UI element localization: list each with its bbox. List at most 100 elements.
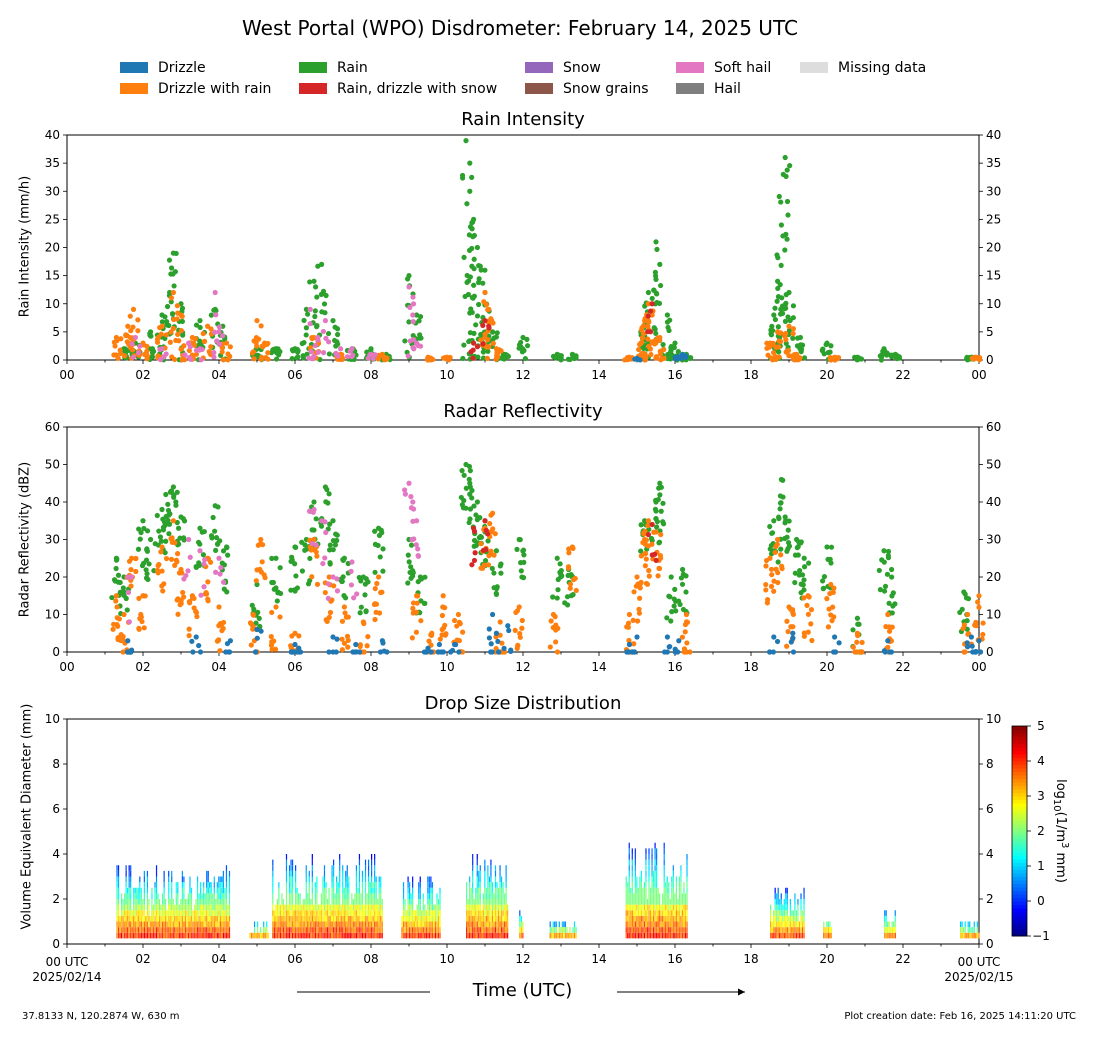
dsd-heatmap-cell <box>637 910 639 916</box>
dsd-heatmap-cell <box>476 870 478 877</box>
dsd-heatmap-cell <box>228 899 231 905</box>
reflectivity-data-point <box>645 518 652 524</box>
dsd-heatmap-cell <box>485 893 487 899</box>
dsd-heatmap-cell <box>203 882 205 888</box>
dsd-heatmap-cell <box>651 876 653 883</box>
dsd-heatmap-cell <box>339 882 341 888</box>
dsd-heatmap-cell <box>424 904 426 911</box>
dsd-heatmap-cell <box>171 870 173 877</box>
dsd-heatmap-cell <box>431 887 434 894</box>
dsd-heatmap-cell <box>345 899 347 905</box>
legend-swatch <box>299 62 327 73</box>
dsd-heatmap-cell <box>428 915 430 922</box>
dsd-heatmap-cell <box>657 904 659 911</box>
reflectivity-data-point <box>197 649 204 655</box>
dsd-heatmap-cell <box>780 915 782 922</box>
dsd-heatmap-cell <box>175 932 177 939</box>
dsd-heatmap-cell <box>189 932 191 939</box>
dsd-heatmap-cell <box>348 887 350 894</box>
reflectivity-data-point <box>780 477 786 483</box>
dsd-heatmap-cell <box>427 899 429 905</box>
dsd-heatmap-cell <box>773 915 775 922</box>
dsd-heatmap-cell <box>404 910 406 916</box>
rain-data-point <box>828 356 834 362</box>
reflectivity-data-point <box>559 573 565 579</box>
reflectivity-x-tick-label: 22 <box>895 660 910 674</box>
dsd-heatmap-cell <box>419 893 421 899</box>
dsd-heatmap-cell <box>339 854 341 860</box>
rain-data-point <box>311 353 317 360</box>
reflectivity-data-point <box>630 649 636 655</box>
dsd-heatmap-cell <box>631 876 633 883</box>
dsd-heatmap-cell <box>663 854 665 860</box>
dsd-heatmap-cell <box>631 910 633 916</box>
dsd-heatmap-cell <box>222 915 225 922</box>
reflectivity-data-point <box>680 571 686 577</box>
dsd-heatmap-cell <box>340 921 342 928</box>
dsd-heatmap-cell <box>349 915 351 922</box>
dsd-heatmap-cell <box>189 927 191 933</box>
dsd-heatmap-cell <box>183 915 185 922</box>
dsd-heatmap-cell <box>348 899 350 905</box>
dsd-heatmap-cell <box>136 915 138 922</box>
dsd-heatmap-cell <box>172 927 174 933</box>
rain-data-point <box>313 284 319 290</box>
reflectivity-data-point <box>248 642 254 648</box>
dsd-heatmap-cell <box>136 904 138 911</box>
dsd-heatmap-cell <box>628 904 630 911</box>
dsd-heatmap-cell <box>490 865 492 871</box>
dsd-heatmap-cell <box>683 899 685 905</box>
dsd-heatmap-cell <box>299 921 301 928</box>
dsd-heatmap-cell <box>212 899 214 905</box>
dsd-heatmap-cell <box>342 921 344 928</box>
dsd-heatmap-cell <box>378 927 380 933</box>
dsd-heatmap-cell <box>372 927 374 933</box>
dsd-heatmap-cell <box>331 904 333 911</box>
dsd-heatmap-cell <box>628 854 630 860</box>
dsd-heatmap-cell <box>343 899 345 905</box>
reflectivity-data-point <box>193 563 199 570</box>
dsd-heatmap-cell <box>305 887 307 894</box>
dsd-heatmap-cell <box>134 899 136 905</box>
reflectivity-data-point <box>977 649 984 655</box>
dsd-heatmap-cell <box>367 910 370 916</box>
reflectivity-data-point <box>801 555 807 561</box>
dsd-heatmap-cell <box>407 893 409 899</box>
dsd-heatmap-cell <box>572 932 574 939</box>
dsd-heatmap-cell <box>272 876 274 883</box>
dsd-heatmap-cell <box>651 899 653 905</box>
dsd-heatmap-cell <box>228 870 231 877</box>
rain-data-point <box>652 341 658 347</box>
reflectivity-data-point <box>667 643 673 650</box>
rain-data-point <box>770 349 777 356</box>
rain-x-tick-label: 00 <box>59 368 74 382</box>
dsd-heatmap-cell <box>476 910 478 916</box>
dsd-heatmap-cell <box>305 865 307 871</box>
dsd-heatmap-cell <box>189 915 191 922</box>
dsd-heatmap-cell <box>485 899 487 905</box>
dsd-heatmap-cell <box>675 876 677 883</box>
reflectivity-data-point <box>313 516 319 522</box>
reflectivity-data-point <box>194 613 200 620</box>
dsd-heatmap-cell <box>221 876 223 883</box>
reflectivity-data-point <box>113 598 119 604</box>
dsd-heatmap-cell <box>255 932 257 939</box>
dsd-heatmap-cell <box>628 899 630 905</box>
reflectivity-data-point <box>340 557 346 563</box>
dsd-heatmap-cell <box>290 859 292 866</box>
reflectivity-x-tick-label: 06 <box>287 660 302 674</box>
dsd-heatmap-cell <box>405 910 408 916</box>
dsd-heatmap-cell <box>186 910 188 916</box>
dsd-heatmap-cell <box>320 921 323 928</box>
dsd-heatmap-cell <box>773 921 775 928</box>
dsd-heatmap-cell <box>325 887 327 894</box>
dsd-heatmap-cell <box>488 921 491 928</box>
reflectivity-data-point <box>168 556 175 562</box>
dsd-heatmap-cell <box>499 887 501 894</box>
dsd-heatmap-cell <box>505 927 507 933</box>
reflectivity-data-point <box>885 552 891 559</box>
dsd-heatmap-cell <box>163 870 165 877</box>
rain-data-point <box>344 354 351 360</box>
dsd-heatmap-cell <box>285 899 288 905</box>
dsd-heatmap-cell <box>299 899 301 905</box>
